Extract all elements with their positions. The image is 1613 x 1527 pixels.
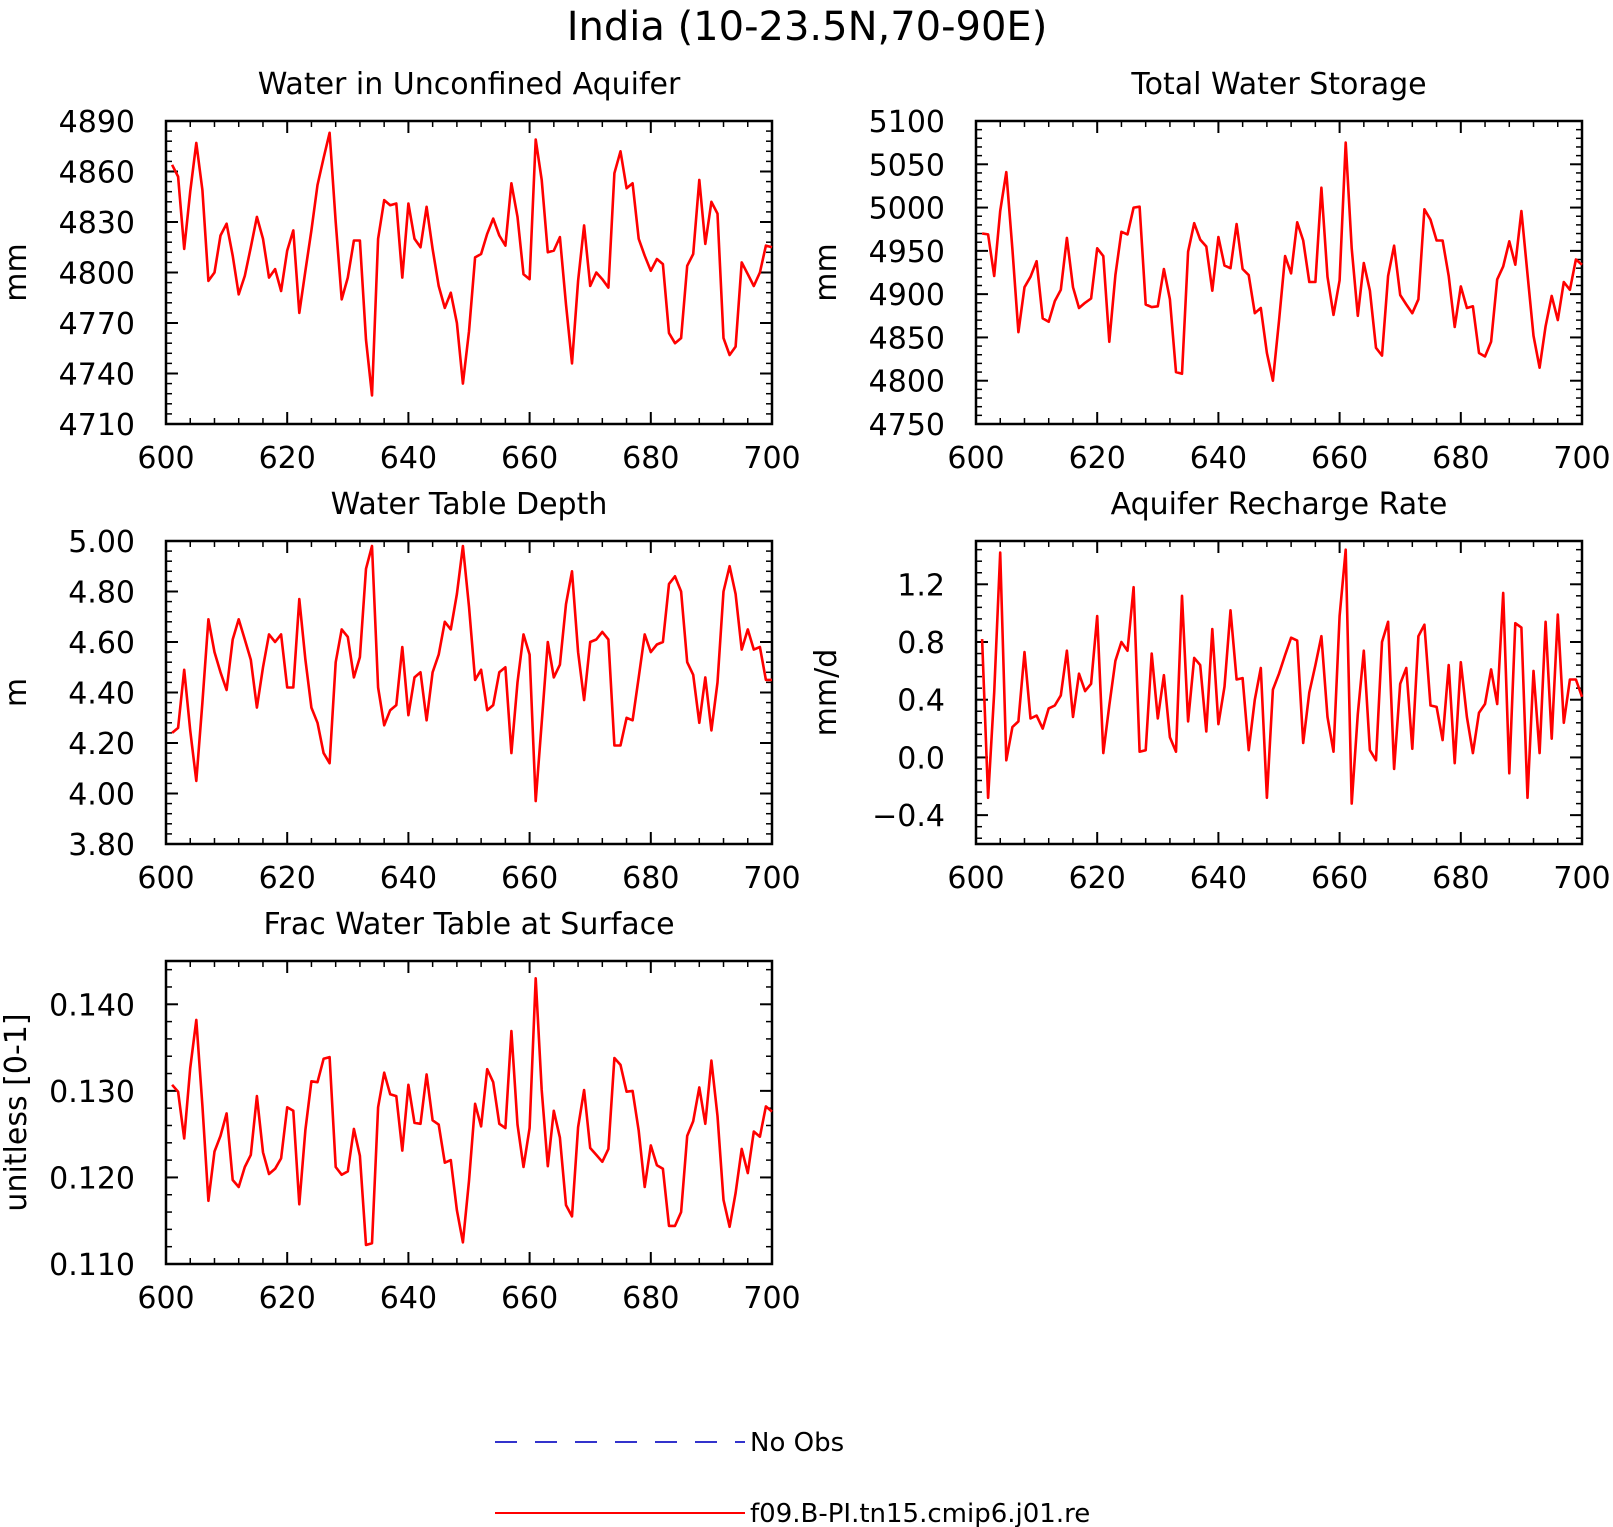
y-tick-label: 0.140 bbox=[49, 988, 135, 1023]
x-tick-label: 600 bbox=[137, 1281, 194, 1316]
y-tick-label: 4860 bbox=[59, 156, 135, 191]
x-tick-label: 600 bbox=[137, 861, 194, 896]
x-tick-label: 680 bbox=[622, 861, 679, 896]
x-tick-label: 620 bbox=[1069, 861, 1126, 896]
x-tick-label: 700 bbox=[743, 1281, 800, 1316]
panel-aquifer-recharge-rate: Aquifer Recharge Rate 600 620 640 660 680 700 −… bbox=[809, 487, 1611, 896]
legend: No Obs f09.B-PI.tn15.cmip6.j01.re bbox=[495, 1428, 1090, 1527]
y-tick-label: 4750 bbox=[869, 408, 945, 443]
y-tick-label: 4830 bbox=[59, 206, 135, 241]
y-tick-label: 1.2 bbox=[897, 568, 945, 603]
x-tick-label: 700 bbox=[1553, 441, 1610, 476]
x-tick-label: 620 bbox=[259, 861, 316, 896]
series-line-f09-b-pi-tn15-cmip6-j01-re bbox=[171, 976, 773, 1247]
panel-title: Water Table Depth bbox=[331, 487, 608, 522]
plot-frame bbox=[164, 959, 774, 1266]
y-tick-label: 4.20 bbox=[68, 727, 135, 762]
y-tick-label: 4.80 bbox=[68, 576, 135, 611]
y-axis-label: mm bbox=[809, 243, 844, 301]
y-tick-label: 0.4 bbox=[897, 684, 945, 719]
y-tick-label: 0.8 bbox=[897, 626, 945, 661]
plot-frame bbox=[164, 539, 774, 846]
panel-water-table-depth: Water Table Depth 600 620 640 660 680 700 3.80 4… bbox=[0, 487, 801, 896]
x-tick-label: 680 bbox=[1432, 861, 1489, 896]
x-tick-label: 640 bbox=[380, 1281, 437, 1316]
panel-title: Water in Unconfined Aquifer bbox=[258, 67, 681, 102]
y-axis-label: m bbox=[0, 678, 34, 707]
x-tick-label: 640 bbox=[380, 441, 437, 476]
legend-label-no-obs: No Obs bbox=[750, 1428, 844, 1458]
y-tick-label: 4.60 bbox=[68, 626, 135, 661]
y-tick-label: 4.40 bbox=[68, 677, 135, 712]
legend-label-model: f09.B-PI.tn15.cmip6.j01.re bbox=[750, 1499, 1090, 1527]
x-tick-label: 600 bbox=[947, 861, 1004, 896]
y-tick-label: 3.80 bbox=[68, 828, 135, 863]
x-tick-label: 660 bbox=[1311, 861, 1368, 896]
panel-frac-water-table-at-surface: Frac Water Table at Surface 600 620 640 660 6… bbox=[0, 907, 801, 1316]
y-axis-label: unitless [0-1] bbox=[0, 1013, 34, 1211]
y-tick-label: 4770 bbox=[59, 307, 135, 342]
x-tick-label: 620 bbox=[259, 441, 316, 476]
plot-frame bbox=[974, 119, 1584, 426]
y-tick-label: 5.00 bbox=[68, 525, 135, 560]
y-tick-label: 4.00 bbox=[68, 778, 135, 813]
figure-title: India (10-23.5N,70-90E) bbox=[567, 4, 1048, 50]
series-line-f09-b-pi-tn15-cmip6-j01-re bbox=[980, 548, 1584, 805]
y-tick-label: 4800 bbox=[59, 257, 135, 292]
series-line-f09-b-pi-tn15-cmip6-j01-re bbox=[981, 141, 1583, 383]
series-line-f09-b-pi-tn15-cmip6-j01-re bbox=[171, 544, 772, 803]
y-tick-label: 5100 bbox=[869, 105, 945, 140]
x-tick-label: 660 bbox=[501, 861, 558, 896]
panel-title: Total Water Storage bbox=[1130, 67, 1426, 102]
panel-total-water-storage: Total Water Storage 600 620 640 660 680 700 475… bbox=[809, 67, 1611, 476]
series-line-f09-b-pi-tn15-cmip6-j01-re bbox=[170, 131, 773, 397]
panel-title: Frac Water Table at Surface bbox=[263, 907, 674, 942]
y-tick-label: 4950 bbox=[869, 235, 945, 270]
y-tick-label: 4800 bbox=[869, 365, 945, 400]
x-tick-label: 700 bbox=[743, 441, 800, 476]
y-tick-label: 0.120 bbox=[49, 1161, 135, 1196]
x-tick-label: 620 bbox=[1069, 441, 1126, 476]
y-tick-label: 0.130 bbox=[49, 1075, 135, 1110]
x-tick-label: 640 bbox=[1190, 861, 1247, 896]
x-tick-label: 700 bbox=[743, 861, 800, 896]
x-tick-label: 660 bbox=[501, 441, 558, 476]
x-tick-label: 640 bbox=[380, 861, 437, 896]
y-tick-label: 0.0 bbox=[897, 741, 945, 776]
y-tick-label: 0.110 bbox=[49, 1248, 135, 1283]
y-axis-label: mm/d bbox=[809, 649, 844, 737]
plot-frame bbox=[164, 119, 774, 426]
panels: Water in Unconfined Aquifer 600 620 640 660 6… bbox=[0, 67, 1611, 1316]
x-tick-label: 600 bbox=[947, 441, 1004, 476]
y-tick-label: 4740 bbox=[59, 358, 135, 393]
x-tick-label: 680 bbox=[622, 1281, 679, 1316]
panel-water-in-unconfined-aquifer: Water in Unconfined Aquifer 600 620 640 660 6… bbox=[0, 67, 801, 476]
y-axis-label: mm bbox=[0, 243, 34, 301]
x-tick-label: 700 bbox=[1553, 861, 1610, 896]
x-tick-label: 660 bbox=[501, 1281, 558, 1316]
y-tick-label: 4710 bbox=[59, 408, 135, 443]
x-tick-label: 620 bbox=[259, 1281, 316, 1316]
panel-title: Aquifer Recharge Rate bbox=[1111, 487, 1448, 522]
x-tick-label: 600 bbox=[137, 441, 194, 476]
y-tick-label: 4900 bbox=[869, 278, 945, 313]
x-tick-label: 680 bbox=[1432, 441, 1489, 476]
y-tick-label: −0.4 bbox=[872, 799, 945, 834]
x-tick-label: 640 bbox=[1190, 441, 1247, 476]
y-tick-label: 5000 bbox=[869, 192, 945, 227]
plot-frame bbox=[974, 539, 1584, 846]
x-tick-label: 660 bbox=[1311, 441, 1368, 476]
y-tick-label: 4850 bbox=[869, 321, 945, 356]
x-tick-label: 680 bbox=[622, 441, 679, 476]
y-tick-label: 4890 bbox=[59, 105, 135, 140]
y-tick-label: 5050 bbox=[869, 148, 945, 183]
